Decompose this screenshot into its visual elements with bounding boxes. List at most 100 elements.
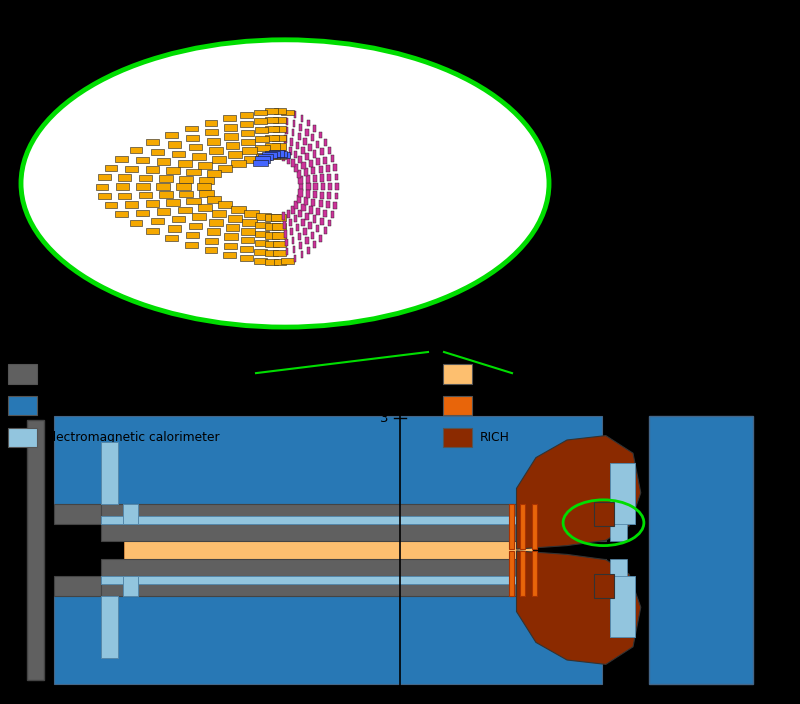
Bar xyxy=(266,250,278,256)
Bar xyxy=(323,156,327,163)
Bar xyxy=(314,183,318,190)
Bar xyxy=(227,151,242,158)
Bar xyxy=(289,218,292,226)
Bar xyxy=(302,162,306,170)
Bar xyxy=(199,189,214,196)
Bar xyxy=(168,225,181,232)
Bar xyxy=(240,121,254,127)
Bar xyxy=(241,237,254,244)
Bar xyxy=(185,125,198,132)
Bar xyxy=(242,228,255,234)
Bar xyxy=(266,108,278,114)
Bar xyxy=(330,211,334,218)
Text: 3: 3 xyxy=(380,412,388,425)
Bar xyxy=(158,175,173,182)
Bar xyxy=(532,551,537,596)
Bar xyxy=(299,182,303,191)
Bar xyxy=(166,199,180,206)
Bar xyxy=(118,175,131,181)
Bar xyxy=(594,501,614,526)
Bar xyxy=(98,174,110,180)
Bar xyxy=(287,210,290,218)
Bar xyxy=(115,211,128,218)
Bar xyxy=(157,158,170,165)
Bar xyxy=(156,183,170,190)
Bar xyxy=(255,231,269,237)
Bar xyxy=(136,157,149,163)
Bar xyxy=(275,152,290,158)
Bar xyxy=(54,596,602,684)
Bar xyxy=(122,576,138,596)
Bar xyxy=(150,149,164,155)
Bar xyxy=(206,138,220,144)
Bar xyxy=(27,420,44,680)
Bar xyxy=(254,258,267,263)
Bar xyxy=(157,208,170,215)
Bar xyxy=(311,134,314,142)
Bar xyxy=(306,153,309,161)
Bar xyxy=(185,241,198,248)
Bar xyxy=(178,206,191,213)
Bar xyxy=(323,139,327,146)
Bar xyxy=(296,224,299,231)
Bar xyxy=(301,251,303,258)
Bar xyxy=(311,199,315,206)
Text: Central tracking: Central tracking xyxy=(480,367,578,380)
Bar xyxy=(115,156,128,162)
Bar xyxy=(442,365,472,384)
Bar xyxy=(101,515,610,524)
Bar xyxy=(166,132,178,138)
Bar xyxy=(212,210,226,217)
Bar xyxy=(224,125,237,130)
Bar xyxy=(309,160,313,167)
Bar xyxy=(266,214,280,221)
Bar xyxy=(304,168,308,176)
Bar xyxy=(333,202,337,208)
Bar xyxy=(334,174,338,180)
Bar xyxy=(192,153,206,160)
Bar xyxy=(186,232,199,238)
Bar xyxy=(130,220,142,226)
Bar xyxy=(306,190,310,198)
Bar xyxy=(241,130,254,136)
Bar xyxy=(186,135,199,141)
Bar xyxy=(101,559,606,576)
Bar xyxy=(255,222,270,229)
Bar xyxy=(292,130,294,137)
Bar xyxy=(301,219,305,226)
Ellipse shape xyxy=(21,40,549,327)
Bar xyxy=(294,164,298,172)
Bar xyxy=(254,239,268,246)
Bar xyxy=(146,166,159,172)
Bar xyxy=(610,576,634,637)
Text: GEM: GEM xyxy=(480,399,508,412)
Bar xyxy=(98,193,110,199)
Bar xyxy=(206,129,218,135)
Bar xyxy=(313,215,316,222)
Bar xyxy=(197,183,211,190)
Bar xyxy=(118,192,131,199)
Bar xyxy=(284,230,287,238)
Bar xyxy=(334,193,338,199)
Bar xyxy=(281,110,294,115)
Bar xyxy=(318,200,322,207)
Bar xyxy=(314,241,316,248)
Bar xyxy=(266,223,280,230)
Bar xyxy=(323,210,327,217)
Bar xyxy=(287,156,290,163)
Bar xyxy=(328,183,332,190)
Bar xyxy=(8,396,38,415)
Bar xyxy=(177,183,190,190)
Bar xyxy=(168,142,181,148)
Bar xyxy=(266,144,280,150)
Bar xyxy=(150,218,164,224)
Bar xyxy=(205,120,217,126)
Bar xyxy=(303,138,306,145)
Text: z [m]: z [m] xyxy=(788,693,800,704)
Bar xyxy=(327,192,331,199)
Bar xyxy=(298,156,302,163)
Bar xyxy=(101,442,118,504)
Bar xyxy=(265,151,280,157)
Bar xyxy=(8,365,38,384)
Bar xyxy=(266,241,278,247)
